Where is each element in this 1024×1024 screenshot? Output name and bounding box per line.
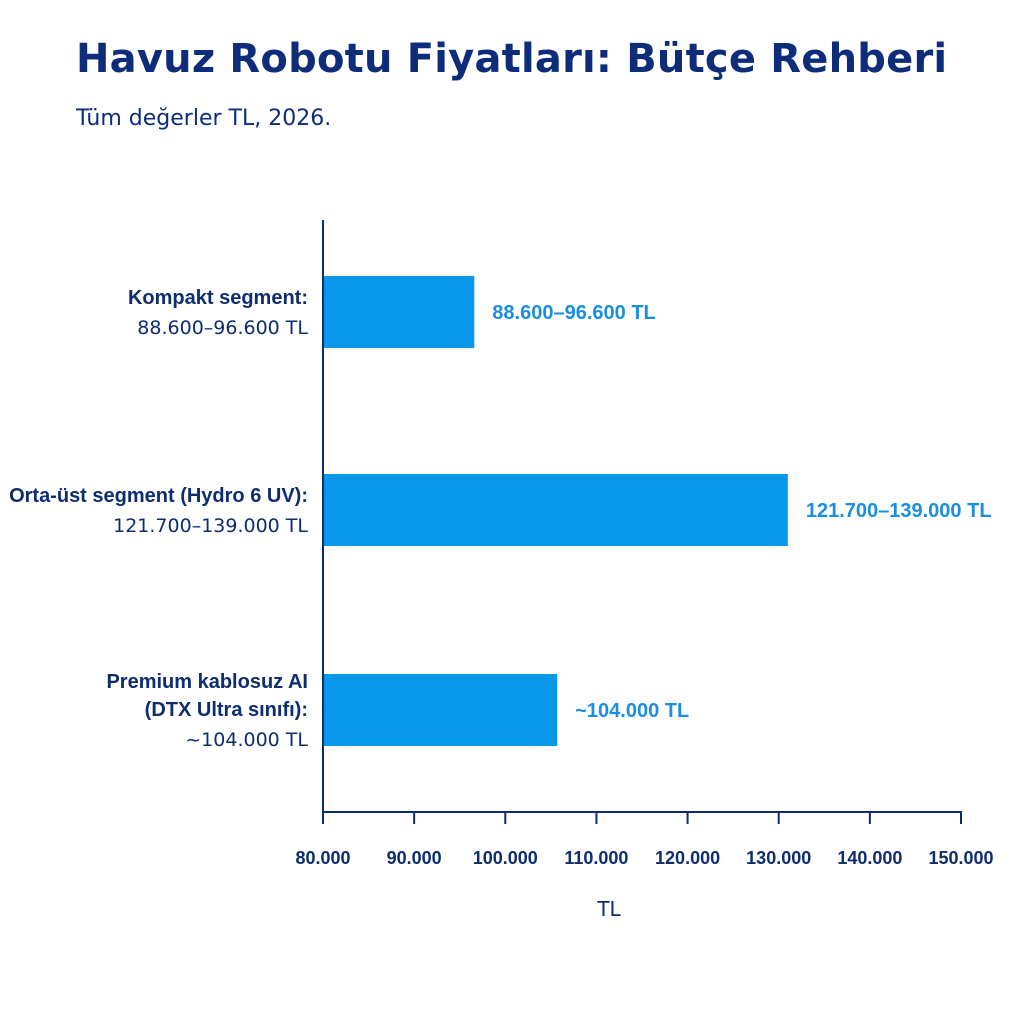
x-tick-label: 150.000	[928, 848, 993, 868]
category-name: Kompakt segment:	[128, 287, 308, 309]
x-tick-label: 140.000	[837, 848, 902, 868]
bar-value-label: 121.700–139.000 TL	[806, 500, 992, 522]
category-range: 88.600–96.600 TL	[137, 317, 308, 339]
bar-1	[324, 276, 475, 348]
category-name: Orta-üst segment (Hydro 6 UV):	[9, 485, 308, 507]
category-range: ~104.000 TL	[185, 729, 308, 751]
category-name: (DTX Ultra sınıfı):	[145, 699, 308, 721]
x-tick-label: 130.000	[746, 848, 811, 868]
x-tick-label: 80.000	[295, 848, 350, 868]
chart-title: Havuz Robotu Fiyatları: Bütçe Rehberi	[76, 36, 948, 82]
bar-value-label: 88.600–96.600 TL	[492, 302, 655, 324]
bar-2	[324, 474, 788, 546]
bar-3	[324, 674, 558, 746]
bar-value-label: ~104.000 TL	[575, 700, 689, 722]
x-tick-label: 120.000	[655, 848, 720, 868]
x-tick-label: 100.000	[473, 848, 538, 868]
chart-subtitle: Tüm değerler TL, 2026.	[76, 106, 332, 131]
category-range: 121.700–139.000 TL	[113, 515, 308, 537]
category-name: Premium kablosuz AI	[106, 671, 308, 693]
x-tick-label: 90.000	[387, 848, 442, 868]
x-axis-title: TL	[596, 897, 621, 921]
x-tick-label: 110.000	[564, 848, 628, 868]
